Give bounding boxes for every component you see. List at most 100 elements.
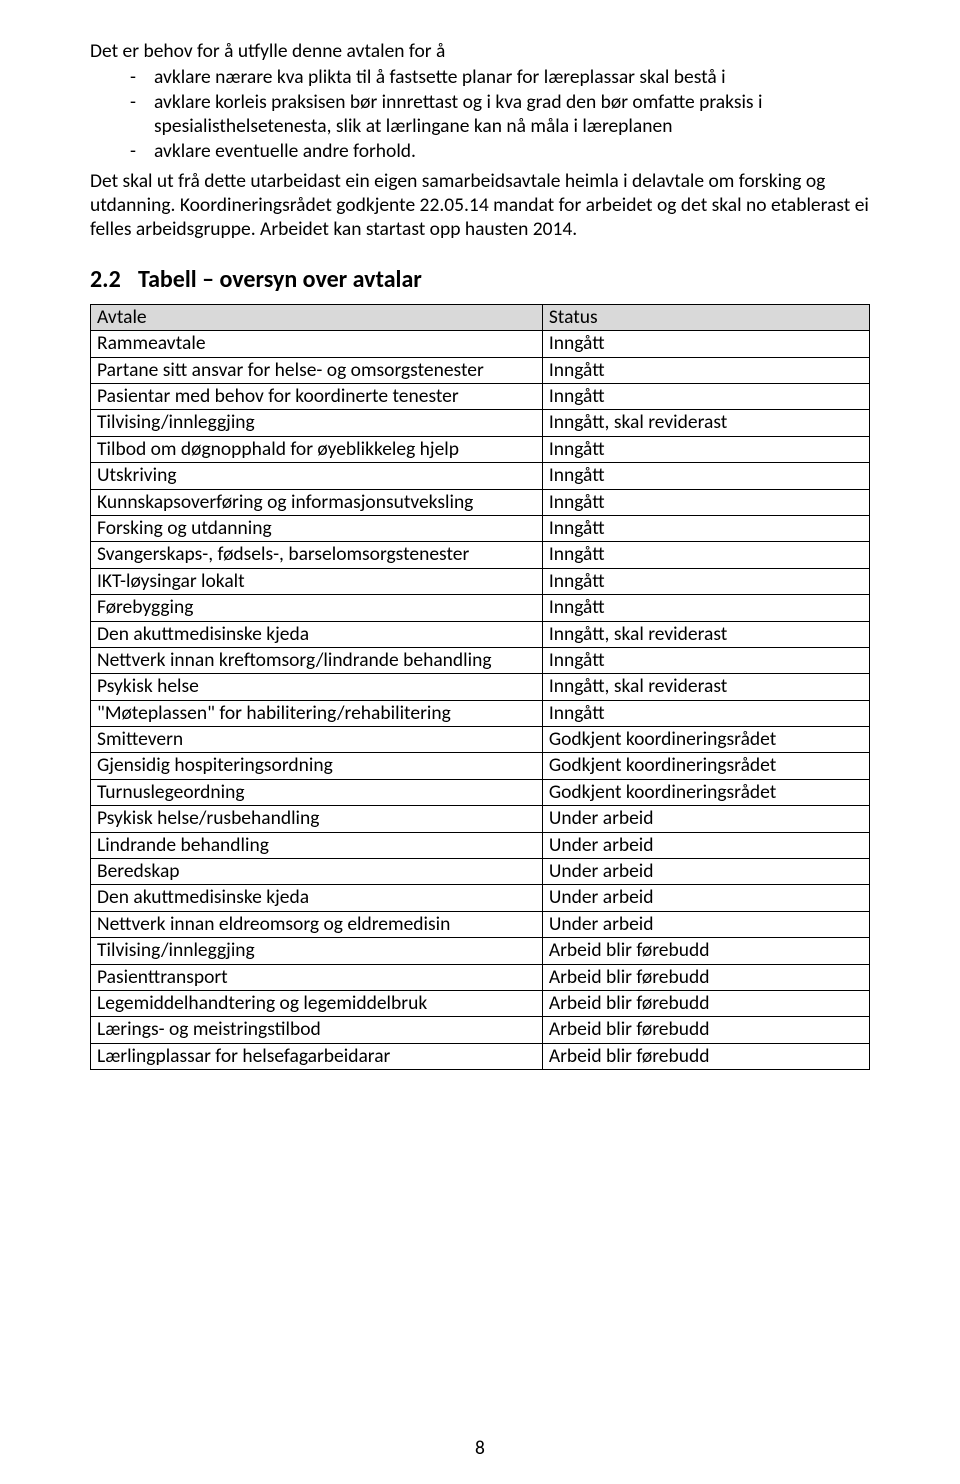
col-header-status: Status <box>542 304 869 330</box>
body-paragraph: Det skal ut frå dette utarbeidast ein ei… <box>90 169 870 241</box>
cell-avtale: Psykisk helse <box>91 674 543 700</box>
cell-status: Under arbeid <box>542 911 869 937</box>
cell-avtale: Nettverk innan eldreomsorg og eldremedis… <box>91 911 543 937</box>
cell-status: Inngått <box>542 515 869 541</box>
cell-status: Godkjent koordineringsrådet <box>542 727 869 753</box>
cell-avtale: IKT-løysingar lokalt <box>91 568 543 594</box>
table-row: Forsking og utdanningInngått <box>91 515 870 541</box>
table-row: Tilvising/innleggjingInngått, skal revid… <box>91 410 870 436</box>
cell-status: Inngått <box>542 595 869 621</box>
cell-status: Arbeid blir førebudd <box>542 964 869 990</box>
table-row: Psykisk helseInngått, skal reviderast <box>91 674 870 700</box>
cell-status: Under arbeid <box>542 832 869 858</box>
cell-status: Inngått <box>542 489 869 515</box>
bullet-item: avklare eventuelle andre forhold. <box>130 139 870 163</box>
cell-avtale: Nettverk innan kreftomsorg/lindrande beh… <box>91 647 543 673</box>
cell-status: Inngått, skal reviderast <box>542 621 869 647</box>
cell-status: Inngått <box>542 384 869 410</box>
table-row: Gjensidig hospiteringsordningGodkjent ko… <box>91 753 870 779</box>
cell-status: Arbeid blir førebudd <box>542 991 869 1017</box>
table-row: RammeavtaleInngått <box>91 331 870 357</box>
cell-status: Inngått <box>542 647 869 673</box>
cell-avtale: Beredskap <box>91 859 543 885</box>
table-row: TurnuslegeordningGodkjent koordineringsr… <box>91 779 870 805</box>
cell-avtale: Forsking og utdanning <box>91 515 543 541</box>
cell-avtale: Gjensidig hospiteringsordning <box>91 753 543 779</box>
table-row: Partane sitt ansvar for helse- og omsorg… <box>91 357 870 383</box>
cell-avtale: Lærings- og meistringstilbod <box>91 1017 543 1043</box>
table-row: "Møteplassen" for habilitering/rehabilit… <box>91 700 870 726</box>
table-row: Nettverk innan kreftomsorg/lindrande beh… <box>91 647 870 673</box>
table-row: Legemiddelhandtering og legemiddelbrukAr… <box>91 991 870 1017</box>
table-body: RammeavtaleInngått Partane sitt ansvar f… <box>91 331 870 1070</box>
cell-status: Arbeid blir førebudd <box>542 1017 869 1043</box>
section-heading: 2.2 Tabell – oversyn over avtalar <box>90 265 870 294</box>
cell-status: Inngått, skal reviderast <box>542 674 869 700</box>
document-page: Det er behov for å utfylle denne avtalen… <box>0 0 960 1484</box>
cell-avtale: Pasienttransport <box>91 964 543 990</box>
cell-avtale: Rammeavtale <box>91 331 543 357</box>
page-number: 8 <box>0 1436 960 1460</box>
table-row: BeredskapUnder arbeid <box>91 859 870 885</box>
table-row: Psykisk helse/rusbehandlingUnder arbeid <box>91 806 870 832</box>
cell-avtale: Tilbod om døgnopphald for øyeblikkeleg h… <box>91 436 543 462</box>
cell-avtale: Lindrande behandling <box>91 832 543 858</box>
table-row: Lærings- og meistringstilbodArbeid blir … <box>91 1017 870 1043</box>
avtalar-table: Avtale Status RammeavtaleInngått Partane… <box>90 304 870 1070</box>
cell-status: Godkjent koordineringsrådet <box>542 779 869 805</box>
table-row: Lindrande behandlingUnder arbeid <box>91 832 870 858</box>
cell-status: Under arbeid <box>542 885 869 911</box>
heading-number: 2.2 <box>90 265 138 294</box>
table-row: Lærlingplassar for helsefagarbeidararArb… <box>91 1043 870 1069</box>
table-row: UtskrivingInngått <box>91 463 870 489</box>
cell-status: Arbeid blir førebudd <box>542 1043 869 1069</box>
cell-status: Inngått <box>542 568 869 594</box>
cell-status: Inngått <box>542 463 869 489</box>
cell-status: Under arbeid <box>542 859 869 885</box>
table-row: Tilvising/innleggjingArbeid blir førebud… <box>91 938 870 964</box>
cell-avtale: Partane sitt ansvar for helse- og omsorg… <box>91 357 543 383</box>
cell-status: Under arbeid <box>542 806 869 832</box>
col-header-avtale: Avtale <box>91 304 543 330</box>
table-row: PasienttransportArbeid blir førebudd <box>91 964 870 990</box>
cell-status: Inngått <box>542 357 869 383</box>
cell-avtale: Utskriving <box>91 463 543 489</box>
cell-avtale: Den akuttmedisinske kjeda <box>91 621 543 647</box>
cell-status: Inngått <box>542 700 869 726</box>
table-row: SmittevernGodkjent koordineringsrådet <box>91 727 870 753</box>
table-row: Den akuttmedisinske kjedaUnder arbeid <box>91 885 870 911</box>
cell-avtale: Tilvising/innleggjing <box>91 938 543 964</box>
table-row: Pasientar med behov for koordinerte tene… <box>91 384 870 410</box>
cell-status: Godkjent koordineringsrådet <box>542 753 869 779</box>
cell-status: Inngått <box>542 436 869 462</box>
cell-avtale: Kunnskapsoverføring og informasjonsutvek… <box>91 489 543 515</box>
table-row: IKT-løysingar lokaltInngått <box>91 568 870 594</box>
cell-avtale: Pasientar med behov for koordinerte tene… <box>91 384 543 410</box>
table-row: Svangerskaps-, fødsels-, barselomsorgste… <box>91 542 870 568</box>
cell-status: Inngått, skal reviderast <box>542 410 869 436</box>
table-row: Kunnskapsoverføring og informasjonsutvek… <box>91 489 870 515</box>
cell-avtale: Tilvising/innleggjing <box>91 410 543 436</box>
cell-avtale: Førebygging <box>91 595 543 621</box>
table-row: Tilbod om døgnopphald for øyeblikkeleg h… <box>91 436 870 462</box>
table-row: FørebyggingInngått <box>91 595 870 621</box>
intro-line: Det er behov for å utfylle denne avtalen… <box>90 40 870 63</box>
cell-avtale: Turnuslegeordning <box>91 779 543 805</box>
cell-avtale: "Møteplassen" for habilitering/rehabilit… <box>91 700 543 726</box>
cell-status: Inngått <box>542 331 869 357</box>
cell-status: Inngått <box>542 542 869 568</box>
table-header-row: Avtale Status <box>91 304 870 330</box>
cell-avtale: Lærlingplassar for helsefagarbeidarar <box>91 1043 543 1069</box>
bullet-item: avklare nærare kva plikta til å fastsett… <box>130 65 870 89</box>
cell-avtale: Smittevern <box>91 727 543 753</box>
bullet-list: avklare nærare kva plikta til å fastsett… <box>90 65 870 163</box>
cell-avtale: Svangerskaps-, fødsels-, barselomsorgste… <box>91 542 543 568</box>
cell-status: Arbeid blir førebudd <box>542 938 869 964</box>
cell-avtale: Psykisk helse/rusbehandling <box>91 806 543 832</box>
cell-avtale: Legemiddelhandtering og legemiddelbruk <box>91 991 543 1017</box>
table-row: Nettverk innan eldreomsorg og eldremedis… <box>91 911 870 937</box>
table-row: Den akuttmedisinske kjedaInngått, skal r… <box>91 621 870 647</box>
heading-text: Tabell – oversyn over avtalar <box>138 265 422 294</box>
bullet-item: avklare korleis praksisen bør innrettast… <box>130 90 870 139</box>
cell-avtale: Den akuttmedisinske kjeda <box>91 885 543 911</box>
